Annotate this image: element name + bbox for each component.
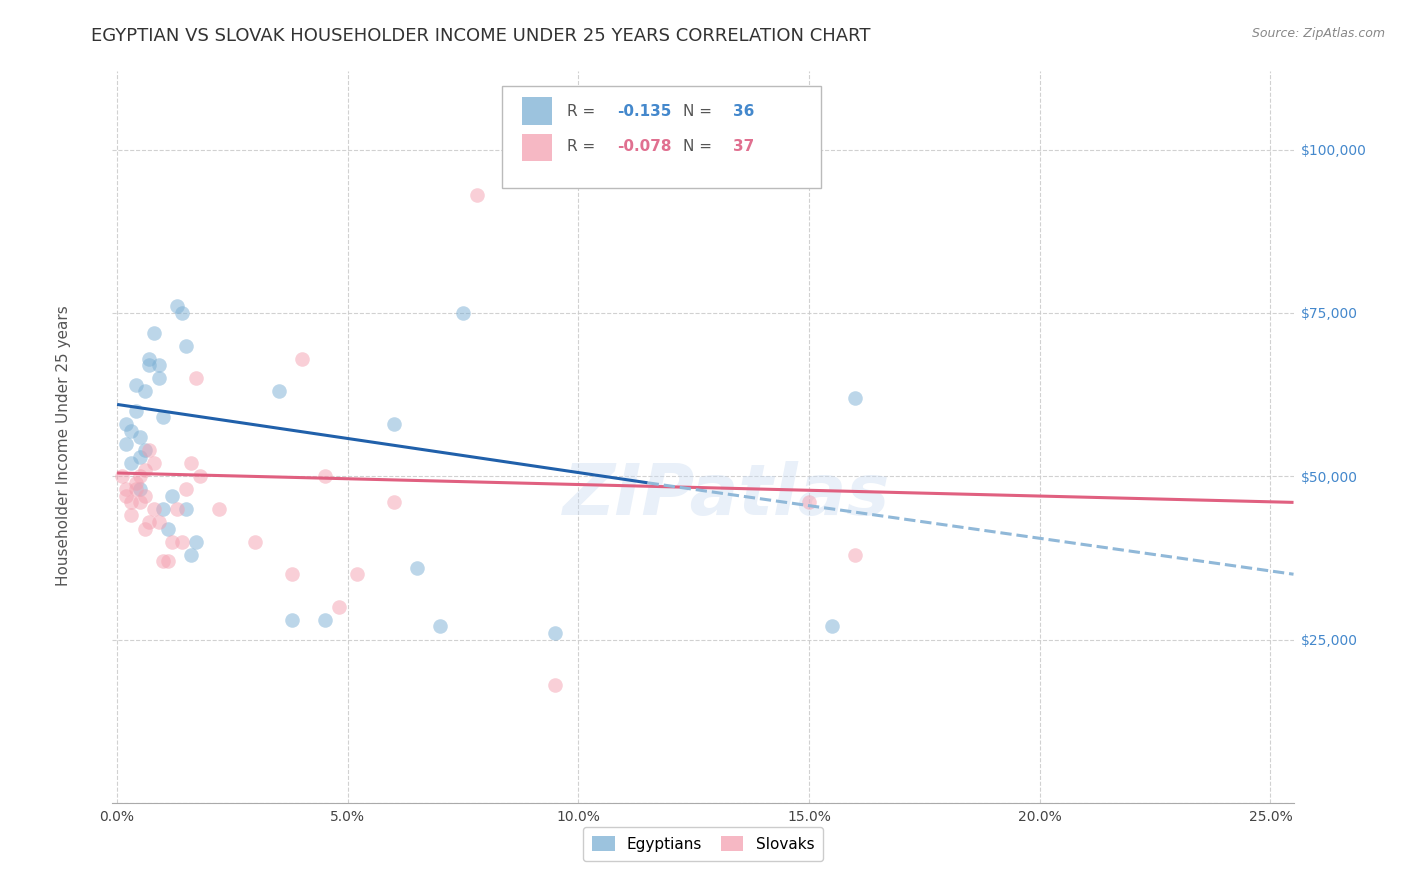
- Point: [281, 613, 304, 627]
- Point: [124, 475, 146, 490]
- Point: [152, 502, 174, 516]
- FancyBboxPatch shape: [502, 86, 821, 188]
- Point: [134, 521, 156, 535]
- Text: 36: 36: [733, 104, 754, 120]
- Point: [184, 534, 207, 549]
- Point: [138, 443, 160, 458]
- Point: [180, 456, 202, 470]
- Point: [120, 456, 142, 470]
- Point: [152, 554, 174, 568]
- Point: [156, 521, 179, 535]
- Point: [120, 508, 142, 523]
- Point: [143, 326, 166, 340]
- Point: [184, 371, 207, 385]
- Point: [124, 404, 146, 418]
- Text: Householder Income Under 25 years: Householder Income Under 25 years: [56, 306, 70, 586]
- Point: [207, 502, 229, 516]
- Point: [174, 502, 197, 516]
- Text: -0.135: -0.135: [617, 104, 671, 120]
- Point: [129, 469, 152, 483]
- Point: [129, 495, 152, 509]
- Point: [314, 613, 336, 627]
- Point: [124, 483, 146, 497]
- Point: [143, 502, 166, 516]
- Point: [162, 489, 184, 503]
- Point: [267, 384, 290, 399]
- Text: R =: R =: [567, 104, 600, 120]
- Point: [451, 306, 474, 320]
- Point: [162, 534, 184, 549]
- Point: [245, 534, 267, 549]
- Point: [465, 188, 488, 202]
- Point: [129, 430, 152, 444]
- Point: [180, 548, 202, 562]
- Text: -0.078: -0.078: [617, 139, 671, 154]
- Bar: [522, 134, 551, 161]
- Point: [844, 548, 866, 562]
- Point: [148, 358, 170, 372]
- Point: [138, 358, 160, 372]
- Point: [174, 338, 197, 352]
- Point: [115, 417, 138, 431]
- Text: EGYPTIAN VS SLOVAK HOUSEHOLDER INCOME UNDER 25 YEARS CORRELATION CHART: EGYPTIAN VS SLOVAK HOUSEHOLDER INCOME UN…: [91, 27, 870, 45]
- Point: [429, 619, 451, 633]
- Point: [156, 554, 179, 568]
- Point: [821, 619, 844, 633]
- Legend: Egyptians, Slovaks: Egyptians, Slovaks: [582, 827, 824, 861]
- Point: [170, 534, 193, 549]
- Text: 37: 37: [733, 139, 754, 154]
- Point: [328, 599, 350, 614]
- Text: N =: N =: [683, 139, 717, 154]
- Point: [166, 502, 188, 516]
- Point: [124, 377, 146, 392]
- Point: [120, 424, 142, 438]
- Point: [544, 678, 567, 692]
- Text: ZIPatlas: ZIPatlas: [562, 461, 890, 530]
- Point: [134, 384, 156, 399]
- Point: [152, 410, 174, 425]
- Point: [148, 515, 170, 529]
- Point: [314, 469, 336, 483]
- Point: [544, 626, 567, 640]
- Point: [143, 456, 166, 470]
- Point: [134, 489, 156, 503]
- Point: [170, 306, 193, 320]
- Point: [111, 469, 134, 483]
- Point: [129, 450, 152, 464]
- Bar: [522, 97, 551, 125]
- Point: [291, 351, 314, 366]
- Point: [115, 483, 138, 497]
- Point: [148, 371, 170, 385]
- Point: [134, 463, 156, 477]
- Point: [129, 483, 152, 497]
- Point: [382, 495, 405, 509]
- Point: [134, 443, 156, 458]
- Point: [174, 483, 197, 497]
- Point: [188, 469, 211, 483]
- Point: [281, 567, 304, 582]
- Point: [115, 489, 138, 503]
- Point: [138, 515, 160, 529]
- Point: [346, 567, 368, 582]
- Point: [406, 560, 429, 574]
- Text: Source: ZipAtlas.com: Source: ZipAtlas.com: [1251, 27, 1385, 40]
- Point: [382, 417, 405, 431]
- Point: [844, 391, 866, 405]
- Point: [797, 495, 820, 509]
- Text: N =: N =: [683, 104, 717, 120]
- Point: [138, 351, 160, 366]
- Point: [166, 300, 188, 314]
- Text: R =: R =: [567, 139, 600, 154]
- Point: [120, 495, 142, 509]
- Point: [115, 436, 138, 450]
